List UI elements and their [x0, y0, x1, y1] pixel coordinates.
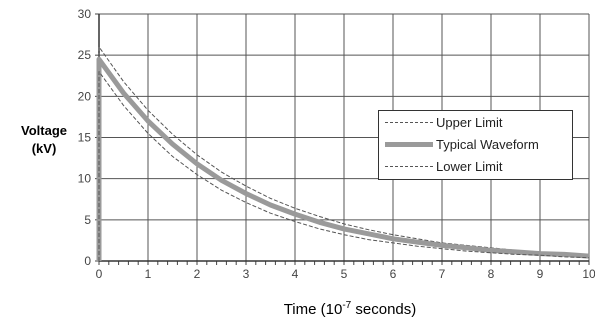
legend-entry-typical: Typical Waveform — [379, 135, 572, 155]
x-tick-label: 6 — [390, 267, 397, 281]
y-axis-label: Voltage (kV) — [4, 122, 84, 158]
legend-entry-lower: Lower Limit — [379, 157, 572, 177]
legend-label-typical: Typical Waveform — [436, 137, 539, 152]
y-tick-label: 5 — [84, 213, 91, 227]
legend: Upper Limit Typical Waveform Lower Limit — [378, 110, 573, 180]
x-tick-label: 3 — [243, 267, 250, 281]
x-tick-label: 1 — [145, 267, 152, 281]
legend-swatch-typical — [385, 142, 433, 147]
y-axis-label-line2: (kV) — [31, 141, 57, 156]
x-axis-label: Time (10-7 seconds) — [200, 300, 500, 318]
y-tick-label: 15 — [78, 131, 92, 145]
x-tick-label: 5 — [341, 267, 348, 281]
tick-labels: 0 1 2 3 4 5 6 7 8 9 10 0 5 10 15 20 25 30 — [78, 7, 595, 281]
y-tick-label: 0 — [84, 254, 91, 268]
x-tick-label: 8 — [488, 267, 495, 281]
x-tick-label: 0 — [96, 267, 103, 281]
legend-label-lower: Lower Limit — [436, 159, 503, 174]
x-tick-label: 7 — [439, 267, 446, 281]
y-axis-label-line1: Voltage — [21, 123, 67, 138]
x-axis-label-tail: seconds) — [351, 301, 417, 318]
x-tick-label: 4 — [292, 267, 299, 281]
x-tick-label: 10 — [582, 267, 595, 281]
y-tick-label: 10 — [78, 172, 92, 186]
legend-swatch-upper — [385, 122, 433, 123]
x-tick-label: 2 — [194, 267, 201, 281]
y-tick-label: 30 — [78, 7, 92, 21]
x-axis-label-exponent: -7 — [342, 300, 352, 311]
series-line-lower-limit — [98, 71, 590, 261]
x-axis-label-main: Time (10 — [283, 301, 343, 318]
x-tick-label: 9 — [537, 267, 544, 281]
legend-swatch-lower — [385, 166, 433, 167]
legend-label-upper: Upper Limit — [436, 115, 503, 130]
series-line-typical-waveform — [96, 56, 590, 261]
y-tick-label: 20 — [78, 89, 92, 103]
series-lines — [96, 46, 590, 261]
y-tick-label: 25 — [78, 48, 92, 62]
legend-entry-upper: Upper Limit — [379, 113, 572, 133]
